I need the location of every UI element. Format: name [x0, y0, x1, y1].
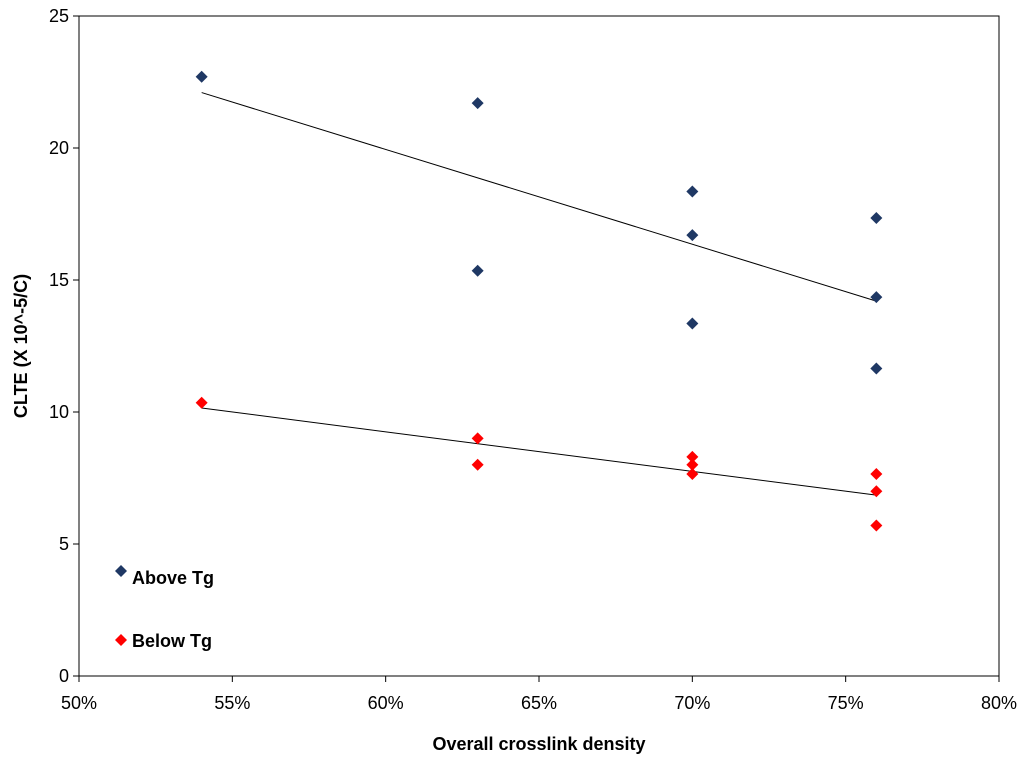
legend-entry-above-tg: Above Tg [115, 565, 214, 588]
legend-marker-above-tg [115, 565, 127, 577]
point-above-tg [870, 362, 883, 375]
x-tick-label: 80% [981, 693, 1017, 713]
data-points [195, 70, 883, 532]
trendlines [201, 92, 877, 496]
point-below-tg [870, 519, 883, 532]
x-tick-label: 75% [828, 693, 864, 713]
legend-marker-below-tg [115, 634, 127, 646]
point-above-tg [471, 97, 484, 110]
y-tick-label: 20 [49, 138, 69, 158]
y-tick-label: 10 [49, 402, 69, 422]
point-below-tg [870, 485, 883, 498]
point-above-tg [471, 264, 484, 277]
x-tick-label: 55% [214, 693, 250, 713]
point-above-tg [686, 229, 699, 242]
y-tick-label: 25 [49, 6, 69, 26]
y-axis: 0 5 10 15 20 25 [49, 6, 79, 686]
point-above-tg [870, 291, 883, 304]
legend-label-below-tg: Below Tg [132, 631, 212, 651]
point-above-tg [686, 185, 699, 198]
x-tick-label: 70% [674, 693, 710, 713]
point-above-tg [870, 211, 883, 224]
x-axis: 50% 55% 60% 65% 70% 75% 80% [61, 676, 1017, 713]
legend-label-above-tg: Above Tg [132, 568, 214, 588]
point-above-tg [195, 70, 208, 83]
x-tick-label: 50% [61, 693, 97, 713]
trendline-below-tg [201, 407, 877, 496]
y-tick-label: 0 [59, 666, 69, 686]
point-below-tg [870, 468, 883, 481]
point-below-tg [686, 468, 699, 481]
point-below-tg [195, 396, 208, 409]
plot-area [78, 15, 1000, 677]
legend: Above Tg Below Tg [115, 565, 214, 651]
y-tick-label: 15 [49, 270, 69, 290]
point-below-tg [471, 432, 484, 445]
y-axis-title: CLTE (X 10^-5/C) [11, 274, 31, 418]
x-tick-label: 65% [521, 693, 557, 713]
point-above-tg [686, 317, 699, 330]
point-below-tg [686, 458, 699, 471]
trendline-above-tg [201, 92, 877, 302]
point-below-tg [471, 458, 484, 471]
y-tick-label: 5 [59, 534, 69, 554]
legend-entry-below-tg: Below Tg [115, 631, 212, 651]
x-axis-title: Overall crosslink density [432, 734, 645, 754]
x-tick-label: 60% [368, 693, 404, 713]
point-below-tg [686, 450, 699, 463]
